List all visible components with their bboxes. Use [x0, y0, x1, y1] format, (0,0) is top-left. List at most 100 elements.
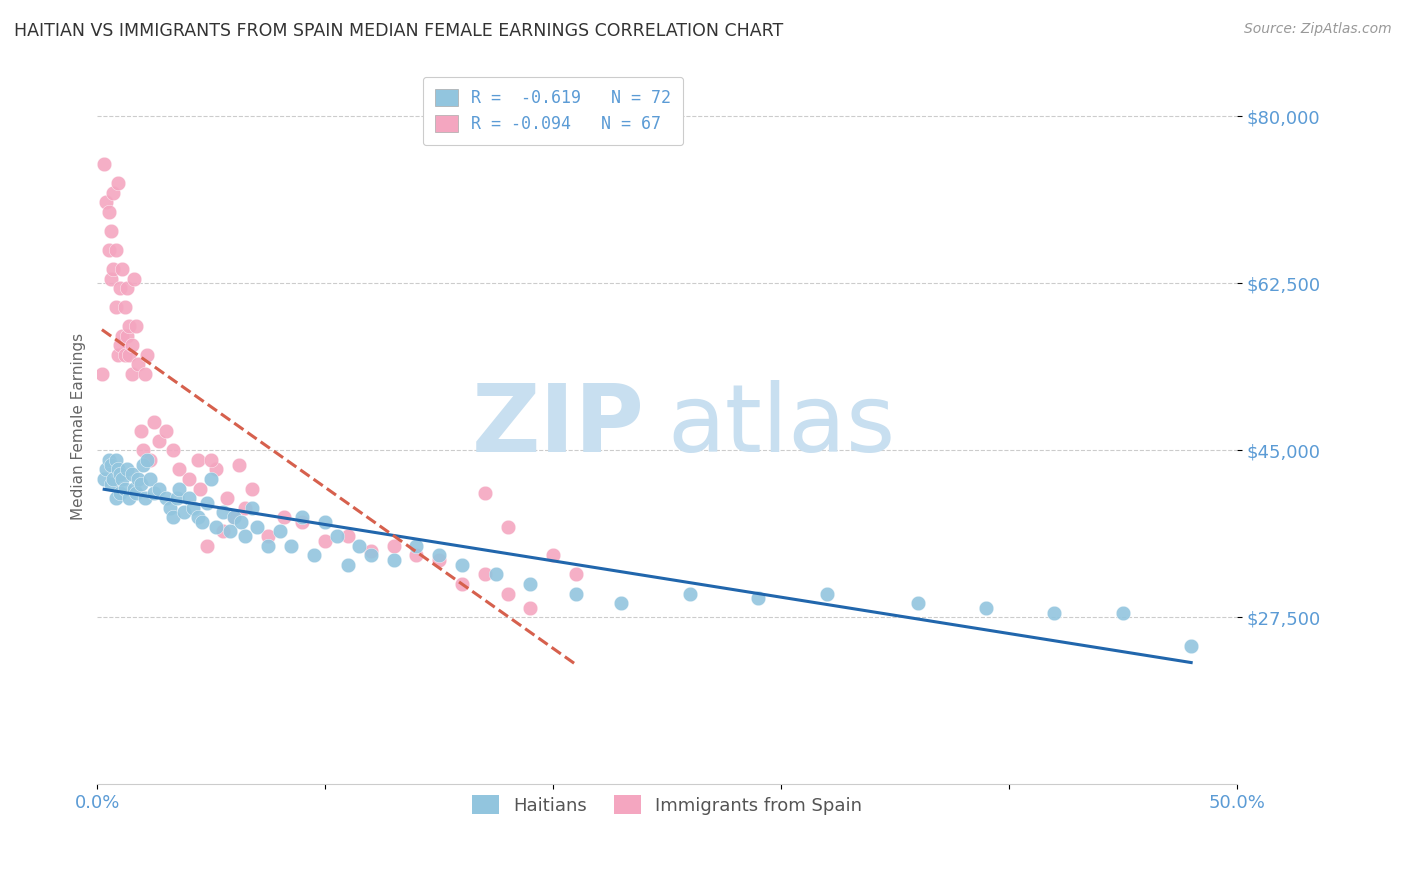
Point — [200, 453, 222, 467]
Point — [337, 529, 360, 543]
Point — [96, 195, 118, 210]
Point — [104, 243, 127, 257]
Point — [679, 586, 702, 600]
Point — [246, 519, 269, 533]
Point — [162, 443, 184, 458]
Point — [337, 558, 360, 572]
Point — [173, 505, 195, 519]
Point — [111, 262, 134, 277]
Point — [187, 453, 209, 467]
Point — [405, 549, 427, 563]
Point — [240, 500, 263, 515]
Point — [349, 539, 371, 553]
Point — [610, 596, 633, 610]
Point — [235, 500, 257, 515]
Point — [218, 524, 240, 539]
Point — [360, 549, 382, 563]
Text: Source: ZipAtlas.com: Source: ZipAtlas.com — [1244, 22, 1392, 37]
Point — [143, 415, 166, 429]
Point — [382, 553, 405, 567]
Point — [427, 553, 450, 567]
Point — [104, 491, 127, 505]
Point — [108, 281, 131, 295]
Point — [155, 424, 177, 438]
Point — [107, 176, 129, 190]
Point — [125, 319, 148, 334]
Point — [118, 348, 141, 362]
Point — [485, 567, 508, 582]
Point — [291, 510, 314, 524]
Point — [143, 486, 166, 500]
Point — [97, 243, 120, 257]
Point — [103, 186, 125, 200]
Point — [121, 367, 143, 381]
Point — [273, 510, 295, 524]
Text: HAITIAN VS IMMIGRANTS FROM SPAIN MEDIAN FEMALE EARNINGS CORRELATION CHART: HAITIAN VS IMMIGRANTS FROM SPAIN MEDIAN … — [14, 22, 783, 40]
Point — [451, 577, 474, 591]
Y-axis label: Median Female Earnings: Median Female Earnings — [72, 333, 86, 520]
Point — [115, 328, 138, 343]
Point — [125, 486, 148, 500]
Point — [1043, 606, 1066, 620]
Point — [211, 524, 233, 539]
Point — [107, 348, 129, 362]
Point — [100, 476, 122, 491]
Point — [111, 328, 134, 343]
Point — [139, 453, 162, 467]
Point — [302, 549, 325, 563]
Point — [115, 462, 138, 476]
Point — [132, 443, 155, 458]
Point — [519, 577, 541, 591]
Point — [229, 515, 252, 529]
Point — [974, 600, 997, 615]
Point — [118, 491, 141, 505]
Point — [100, 224, 122, 238]
Point — [104, 300, 127, 314]
Point — [191, 515, 214, 529]
Point — [280, 539, 302, 553]
Legend: Haitians, Immigrants from Spain: Haitians, Immigrants from Spain — [461, 784, 873, 825]
Point — [360, 543, 382, 558]
Text: ZIP: ZIP — [471, 381, 644, 473]
Point — [565, 586, 588, 600]
Point — [118, 319, 141, 334]
Point — [93, 472, 115, 486]
Point — [108, 338, 131, 352]
Point — [121, 467, 143, 482]
Point — [325, 529, 347, 543]
Point — [240, 482, 263, 496]
Point — [195, 496, 218, 510]
Point — [162, 510, 184, 524]
Point — [114, 300, 136, 314]
Point — [155, 491, 177, 505]
Point — [314, 534, 336, 549]
Point — [129, 476, 152, 491]
Point — [228, 458, 250, 472]
Point — [222, 510, 245, 524]
Point — [474, 567, 496, 582]
Point — [382, 539, 405, 553]
Point — [257, 539, 280, 553]
Point — [122, 271, 145, 285]
Point — [132, 458, 155, 472]
Point — [136, 348, 159, 362]
Point — [177, 472, 200, 486]
Point — [217, 491, 239, 505]
Point — [181, 500, 204, 515]
Point — [222, 510, 245, 524]
Point — [169, 482, 191, 496]
Point — [114, 348, 136, 362]
Point — [205, 519, 228, 533]
Point — [127, 358, 149, 372]
Point — [159, 500, 181, 515]
Point — [108, 486, 131, 500]
Point — [205, 462, 228, 476]
Point — [565, 567, 588, 582]
Point — [1112, 606, 1135, 620]
Point — [427, 549, 450, 563]
Point — [103, 262, 125, 277]
Point — [108, 467, 131, 482]
Point — [195, 539, 218, 553]
Point — [115, 281, 138, 295]
Point — [291, 515, 314, 529]
